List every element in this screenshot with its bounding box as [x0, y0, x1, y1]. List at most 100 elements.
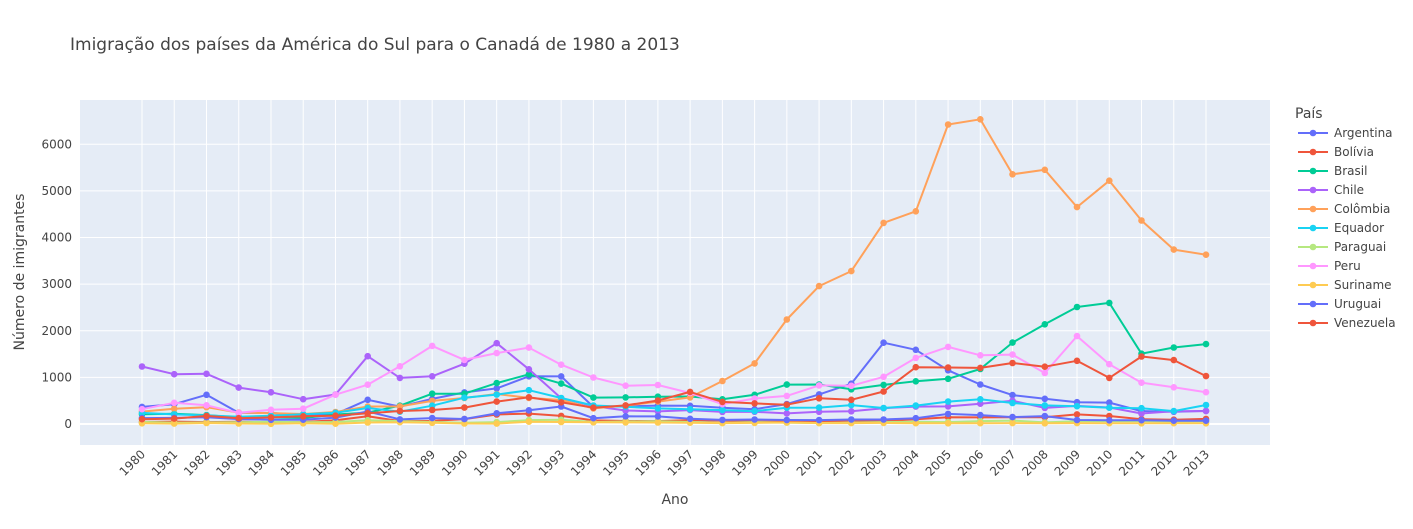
- data-point[interactable]: [783, 392, 791, 400]
- legend-item-suriname[interactable]: Suriname: [1298, 278, 1392, 292]
- data-point[interactable]: [686, 406, 694, 413]
- data-point[interactable]: [267, 414, 275, 421]
- data-point[interactable]: [1202, 388, 1210, 396]
- data-point[interactable]: [622, 402, 629, 409]
- data-point[interactable]: [493, 420, 501, 427]
- data-point[interactable]: [1041, 412, 1049, 420]
- data-point[interactable]: [783, 410, 791, 417]
- data-point[interactable]: [299, 405, 307, 413]
- data-point[interactable]: [719, 406, 726, 414]
- legend-item-peru[interactable]: Peru: [1298, 259, 1361, 273]
- data-point[interactable]: [557, 361, 565, 369]
- data-point[interactable]: [396, 416, 404, 423]
- data-point[interactable]: [203, 412, 210, 420]
- data-point[interactable]: [525, 344, 533, 351]
- data-point[interactable]: [1106, 177, 1113, 184]
- data-point[interactable]: [977, 352, 984, 359]
- data-point[interactable]: [848, 401, 855, 409]
- data-point[interactable]: [1106, 417, 1113, 424]
- data-point[interactable]: [557, 399, 565, 406]
- data-point[interactable]: [170, 370, 178, 378]
- data-point[interactable]: [396, 374, 404, 382]
- legend-item-paraguai[interactable]: Paraguai: [1298, 240, 1386, 254]
- data-point[interactable]: [1041, 402, 1049, 409]
- legend-item-equador[interactable]: Equador: [1298, 221, 1384, 235]
- data-point[interactable]: [1202, 251, 1210, 258]
- data-point[interactable]: [1106, 299, 1113, 307]
- data-point[interactable]: [880, 404, 887, 412]
- data-point[interactable]: [428, 406, 436, 414]
- data-point[interactable]: [912, 346, 920, 354]
- data-point[interactable]: [525, 418, 533, 426]
- data-point[interactable]: [332, 420, 339, 428]
- data-point[interactable]: [880, 381, 887, 389]
- data-point[interactable]: [912, 354, 920, 362]
- data-point[interactable]: [977, 396, 984, 403]
- data-point[interactable]: [848, 416, 855, 423]
- data-point[interactable]: [944, 410, 952, 418]
- data-point[interactable]: [235, 384, 242, 391]
- legend[interactable]: País Argentina Bolívia Brasil Chile Colômbia…: [1295, 106, 1396, 330]
- data-point[interactable]: [751, 395, 758, 402]
- data-point[interactable]: [557, 380, 565, 387]
- series-venezuela[interactable]: [138, 353, 1210, 423]
- legend-item-colombia[interactable]: Colômbia: [1298, 202, 1390, 216]
- data-point[interactable]: [751, 416, 758, 423]
- data-point[interactable]: [848, 408, 855, 415]
- legend-item-bolivia[interactable]: Bolívia: [1298, 145, 1374, 159]
- data-point[interactable]: [235, 409, 242, 417]
- data-point[interactable]: [428, 414, 436, 422]
- data-point[interactable]: [783, 316, 791, 323]
- data-point[interactable]: [493, 379, 501, 387]
- data-point[interactable]: [203, 370, 210, 378]
- data-point[interactable]: [1041, 166, 1049, 174]
- data-point[interactable]: [1073, 303, 1081, 311]
- data-point[interactable]: [1202, 407, 1210, 415]
- data-point[interactable]: [396, 403, 404, 410]
- data-point[interactable]: [622, 394, 629, 401]
- data-point[interactable]: [203, 419, 210, 427]
- data-point[interactable]: [1138, 404, 1145, 412]
- data-point[interactable]: [944, 403, 952, 410]
- data-point[interactable]: [944, 375, 952, 383]
- data-point[interactable]: [493, 391, 501, 398]
- data-point[interactable]: [1106, 374, 1113, 382]
- data-point[interactable]: [654, 381, 662, 389]
- data-point[interactable]: [1202, 340, 1210, 348]
- data-point[interactable]: [1041, 363, 1049, 371]
- data-point[interactable]: [815, 382, 823, 389]
- data-point[interactable]: [170, 399, 178, 407]
- data-point[interactable]: [203, 402, 210, 409]
- data-point[interactable]: [1138, 217, 1145, 224]
- data-point[interactable]: [267, 389, 275, 396]
- data-point[interactable]: [719, 416, 726, 424]
- data-point[interactable]: [815, 416, 823, 424]
- data-point[interactable]: [203, 391, 210, 399]
- data-point[interactable]: [977, 116, 984, 123]
- data-point[interactable]: [977, 381, 984, 388]
- data-point[interactable]: [590, 374, 597, 381]
- data-point[interactable]: [944, 121, 952, 128]
- data-point[interactable]: [170, 415, 178, 422]
- data-point[interactable]: [364, 410, 372, 417]
- data-point[interactable]: [170, 420, 178, 427]
- data-point[interactable]: [1041, 395, 1049, 403]
- data-point[interactable]: [1138, 379, 1145, 387]
- data-point[interactable]: [719, 398, 726, 406]
- data-point[interactable]: [1073, 203, 1081, 211]
- data-point[interactable]: [622, 413, 629, 420]
- data-point[interactable]: [1170, 417, 1178, 425]
- data-point[interactable]: [848, 267, 855, 275]
- data-point[interactable]: [815, 282, 823, 290]
- data-point[interactable]: [783, 416, 791, 424]
- data-point[interactable]: [1041, 369, 1049, 377]
- data-point[interactable]: [461, 404, 468, 411]
- data-point[interactable]: [751, 400, 758, 407]
- series-line-peru[interactable]: [141, 335, 1207, 414]
- data-point[interactable]: [1009, 359, 1016, 367]
- data-point[interactable]: [719, 377, 726, 385]
- data-point[interactable]: [912, 363, 920, 371]
- data-point[interactable]: [1106, 399, 1113, 406]
- data-point[interactable]: [590, 394, 597, 401]
- data-point[interactable]: [1170, 407, 1178, 415]
